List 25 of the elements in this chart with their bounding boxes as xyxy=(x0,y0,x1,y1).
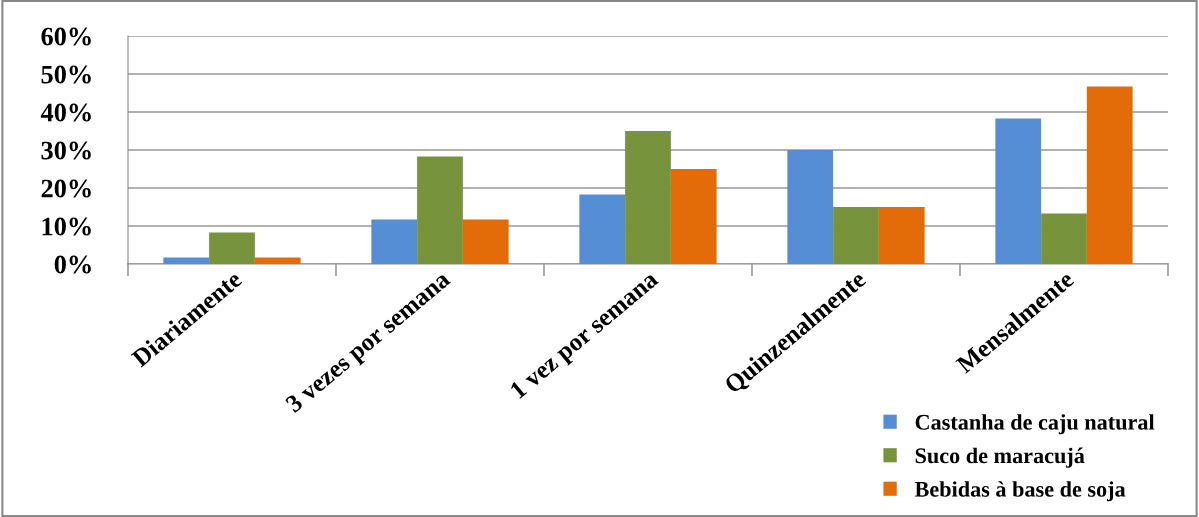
bar xyxy=(833,207,879,264)
bar xyxy=(209,232,255,264)
bar xyxy=(163,257,210,264)
y-tick-label: 20% xyxy=(41,179,91,198)
y-tick-label: 10% xyxy=(42,217,91,236)
y-tick-label: 50% xyxy=(41,65,91,84)
bar xyxy=(1086,86,1133,264)
bar xyxy=(787,150,834,264)
bar xyxy=(878,207,925,264)
bar xyxy=(371,219,418,264)
bar xyxy=(1041,213,1087,264)
bar xyxy=(254,257,301,264)
y-tick-label: 60% xyxy=(41,27,91,46)
bar xyxy=(995,118,1042,264)
bar xyxy=(579,194,626,264)
bar xyxy=(462,219,509,264)
bar xyxy=(625,131,671,264)
y-tick-label: 0% xyxy=(54,255,91,274)
legend-label: Castanha de caju natural xyxy=(915,414,1155,435)
y-tick-label: 30% xyxy=(41,141,91,160)
y-tick-label: 40% xyxy=(40,103,91,122)
bar xyxy=(670,169,717,264)
legend-label: Bebidas à base de soja xyxy=(914,481,1126,502)
bar xyxy=(417,156,463,264)
legend-label: Suco de maracujá xyxy=(915,447,1085,468)
